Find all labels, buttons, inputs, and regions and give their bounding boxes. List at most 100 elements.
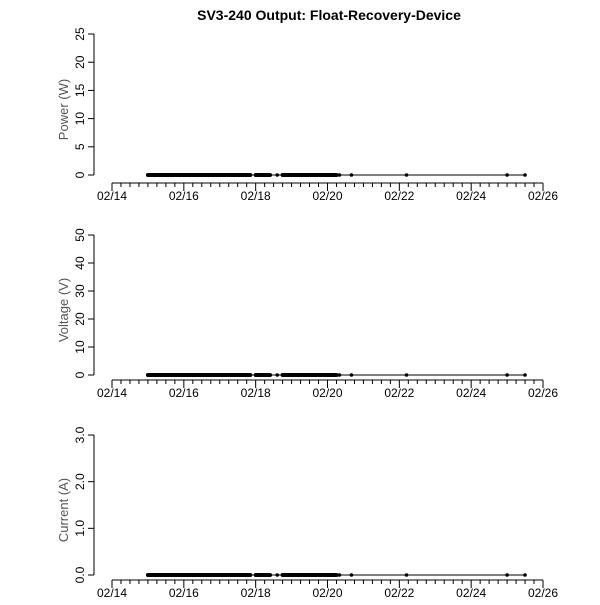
data-point [208, 573, 213, 577]
y-axis-title: Power (W) [56, 79, 71, 140]
data-point [253, 173, 258, 177]
y-tick-label: 40 [73, 256, 87, 270]
chart-panel: 0 10 20 30 40 50 Voltage (V) 02/14 02/16 02/18 02/… [56, 228, 558, 400]
x-tick-label: 02/18 [241, 586, 271, 600]
data-point [337, 173, 342, 177]
x-tick-label: 02/24 [456, 586, 486, 600]
data-point [170, 373, 174, 377]
x-tick-label: 02/22 [384, 586, 414, 600]
x-tick-label: 02/20 [312, 189, 342, 203]
y-tick-label: 3.0 [73, 426, 87, 443]
y-tick-label: 1.0 [73, 520, 87, 537]
data-point [289, 173, 294, 177]
y-axis-title: Current (A) [56, 478, 71, 542]
data-point [307, 573, 312, 577]
data-point [505, 573, 509, 577]
data-point [298, 373, 303, 377]
data-point [325, 173, 330, 177]
data-point [170, 573, 174, 577]
data-point [244, 373, 249, 377]
x-tick-label: 02/14 [97, 189, 127, 203]
data-point [337, 373, 342, 377]
data-point [146, 573, 150, 577]
x-tick-label: 02/24 [456, 189, 486, 203]
data-point [268, 373, 272, 377]
y-tick-label: 50 [73, 228, 87, 242]
data-point [282, 373, 287, 377]
x-tick-label: 02/18 [241, 386, 271, 400]
data-point [404, 173, 409, 177]
y-tick-label: 10 [73, 112, 87, 126]
data-point [349, 373, 354, 377]
data-point [325, 373, 330, 377]
data-point [261, 573, 265, 577]
data-point [244, 173, 249, 177]
x-tick-label: 02/14 [97, 586, 127, 600]
data-point [523, 573, 527, 577]
data-point [268, 173, 272, 177]
data-point [217, 573, 222, 577]
y-tick-label: 20 [73, 55, 87, 69]
y-tick-label: 2.0 [73, 473, 87, 490]
data-point [235, 573, 240, 577]
data-point [191, 373, 195, 377]
data-point [199, 573, 204, 577]
data-point [404, 373, 409, 377]
y-tick-label: 5 [73, 143, 87, 150]
data-point [182, 573, 186, 577]
y-tick-label: 25 [73, 27, 87, 41]
data-point [275, 573, 280, 577]
data-point [275, 373, 280, 377]
data-point [191, 173, 195, 177]
data-point [349, 573, 354, 577]
chart-title: SV3-240 Output: Float-Recovery-Device [197, 7, 461, 23]
data-point [282, 573, 287, 577]
y-tick-label: 0.0 [73, 566, 87, 583]
data-point [253, 573, 258, 577]
x-tick-label: 02/18 [241, 189, 271, 203]
x-tick-label: 02/26 [528, 586, 558, 600]
y-tick-label: 30 [73, 284, 87, 298]
data-point [307, 173, 312, 177]
x-tick-label: 02/22 [384, 189, 414, 203]
data-point [182, 373, 186, 377]
x-tick-label: 02/20 [312, 386, 342, 400]
data-point [349, 173, 354, 177]
y-tick-label: 0 [73, 371, 87, 378]
data-point [226, 573, 231, 577]
data-point [253, 373, 258, 377]
y-tick-label: 20 [73, 312, 87, 326]
data-point [289, 373, 294, 377]
data-point [217, 373, 222, 377]
data-point [235, 173, 240, 177]
data-point [316, 573, 321, 577]
data-point [298, 173, 303, 177]
data-point [158, 373, 162, 377]
x-tick-label: 02/16 [169, 386, 199, 400]
chart-panel: 0.0 1.0 2.0 3.0 Current (A) 02/14 02/16 02/18 02… [56, 426, 558, 600]
data-point [217, 173, 222, 177]
data-point [170, 173, 174, 177]
data-point [146, 373, 150, 377]
x-tick-label: 02/16 [169, 189, 199, 203]
y-tick-label: 0 [73, 171, 87, 178]
data-point [316, 173, 321, 177]
data-point [325, 573, 330, 577]
data-point [505, 373, 509, 377]
data-point [505, 173, 509, 177]
data-point [289, 573, 294, 577]
data-point [146, 173, 150, 177]
data-point [182, 173, 186, 177]
x-tick-label: 02/14 [97, 386, 127, 400]
x-tick-label: 02/16 [169, 586, 199, 600]
data-point [337, 573, 342, 577]
data-point [282, 173, 287, 177]
y-tick-label: 10 [73, 340, 87, 354]
x-tick-label: 02/20 [312, 586, 342, 600]
data-point [191, 573, 195, 577]
data-point [316, 373, 321, 377]
data-point [226, 373, 231, 377]
y-axis-title: Voltage (V) [56, 278, 71, 342]
